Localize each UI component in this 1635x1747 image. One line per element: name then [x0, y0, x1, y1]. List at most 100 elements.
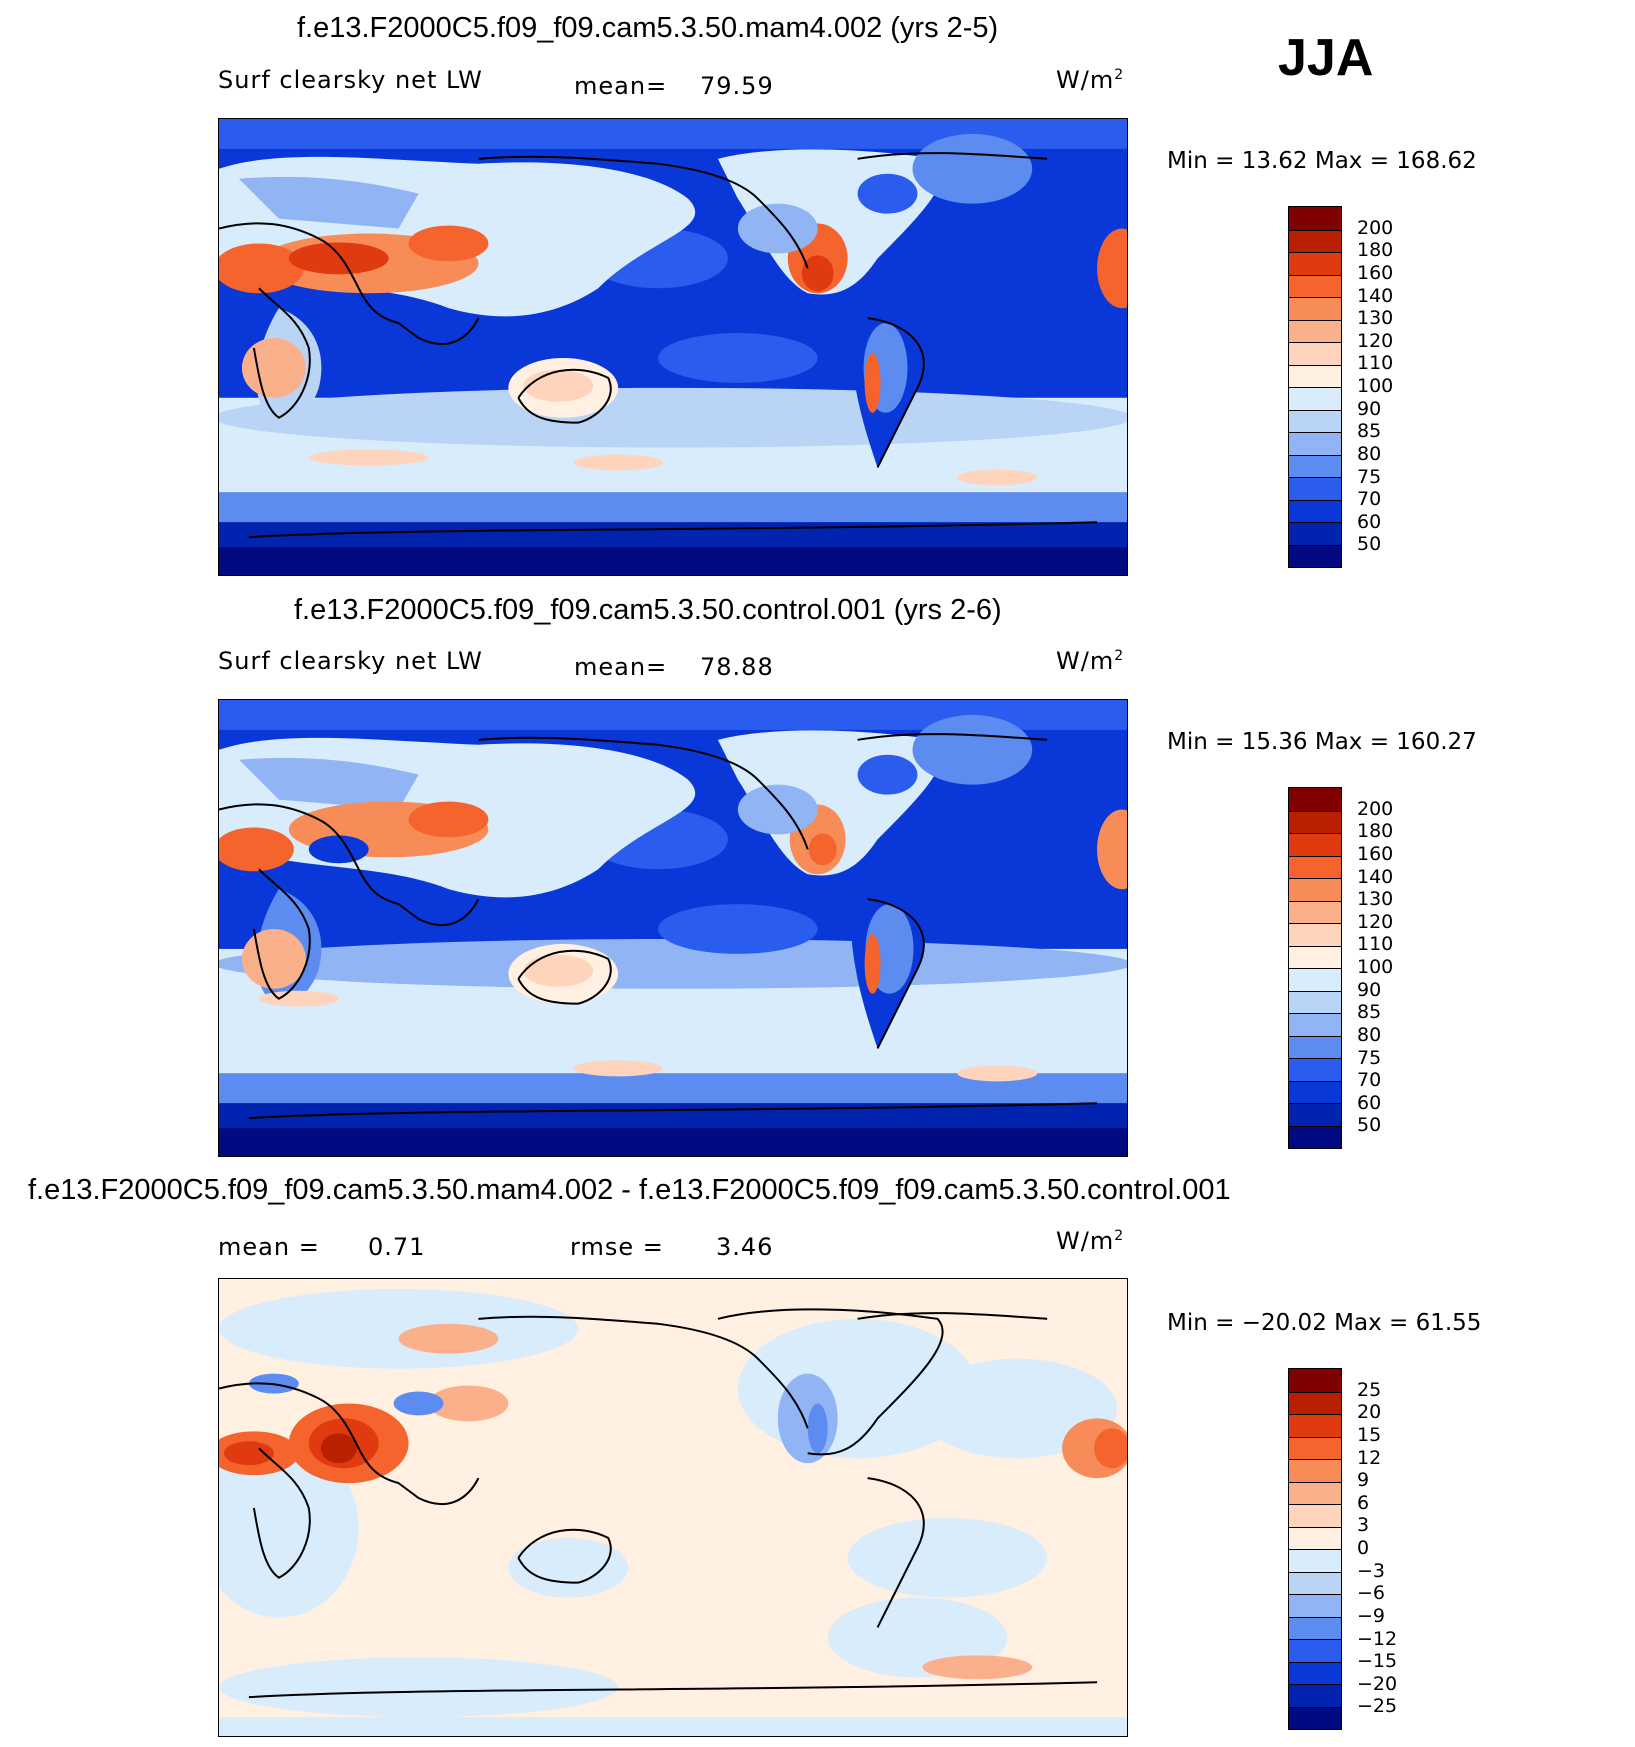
- colorbar-swatch: [1289, 1459, 1341, 1482]
- colorbar-tick-label: 50: [1357, 533, 1382, 556]
- colorbar-tick-label: 160: [1357, 261, 1394, 284]
- min-max-readout: Min = 13.62 Max = 168.62: [1167, 148, 1477, 174]
- colorbar-tick-label: 3: [1357, 1514, 1370, 1537]
- colorbar-swatch: [1289, 1369, 1341, 1392]
- colorbar-swatch: [1289, 833, 1341, 856]
- colorbar-tick-label: 85: [1357, 420, 1382, 443]
- colorbar-tick-label: −20: [1357, 1672, 1398, 1695]
- units-label: W/m2: [1056, 66, 1125, 94]
- colorbar-tick-label: 180: [1357, 820, 1394, 843]
- colorbar-tick-label: 200: [1357, 797, 1394, 820]
- mean-label: mean=: [574, 653, 668, 681]
- colorbar-swatch: [1289, 477, 1341, 500]
- colorbar-swatch: [1289, 1035, 1341, 1058]
- colorbar-tick-label: 25: [1357, 1378, 1382, 1401]
- colorbar-swatch: [1289, 810, 1341, 833]
- colorbar-swatch: [1289, 499, 1341, 522]
- colorbar-tick-label: 0: [1357, 1537, 1370, 1559]
- colorbar-tick-label: 60: [1357, 1091, 1382, 1114]
- colorbar-swatch: [1289, 878, 1341, 901]
- colorbar-swatch: [1289, 788, 1341, 811]
- colorbar-swatch: [1289, 387, 1341, 410]
- mean-value: 79.59: [700, 72, 774, 100]
- rmse-value: 3.46: [716, 1233, 774, 1261]
- colorbar-swatch: [1289, 900, 1341, 923]
- colorbar-tick-label: −6: [1357, 1582, 1386, 1605]
- colorbar-swatch: [1289, 1684, 1341, 1707]
- colorbar-tick-label: 110: [1357, 352, 1394, 375]
- colorbar-swatch: [1289, 1436, 1341, 1459]
- colorbar: [1288, 787, 1342, 1149]
- colorbar-tick-label: 100: [1357, 375, 1394, 397]
- colorbar-tick-label: 120: [1357, 329, 1394, 352]
- rmse-label: rmse =: [570, 1233, 664, 1261]
- colorbar-tick-label: 12: [1357, 1446, 1382, 1469]
- colorbar-tick-label: 180: [1357, 239, 1394, 262]
- mean-label: mean=: [574, 72, 668, 100]
- colorbar-tick-label: 100: [1357, 956, 1394, 978]
- colorbar-tick-label: 80: [1357, 1023, 1382, 1046]
- colorbar-tick-label: 130: [1357, 307, 1394, 330]
- colorbar-swatch: [1289, 364, 1341, 387]
- colorbar-swatch: [1289, 1391, 1341, 1414]
- colorbar-swatch: [1289, 297, 1341, 320]
- mean-value: 78.88: [700, 653, 774, 681]
- colorbar-swatch: [1289, 1481, 1341, 1504]
- colorbar-swatch: [1289, 1594, 1341, 1617]
- colorbar-tick-label: 90: [1357, 978, 1382, 1001]
- season-label: JJA: [1278, 29, 1374, 87]
- colorbar: [1288, 1368, 1342, 1730]
- panel-title: f.e13.F2000C5.f09_f09.cam5.3.50.mam4.002…: [297, 12, 999, 44]
- colorbar-swatch: [1289, 522, 1341, 545]
- colorbar-swatch: [1289, 342, 1341, 365]
- map-difference: [218, 1278, 1128, 1737]
- colorbar-swatch: [1289, 990, 1341, 1013]
- colorbar-tick-label: 20: [1357, 1401, 1382, 1424]
- colorbar-tick-label: −9: [1357, 1604, 1386, 1627]
- colorbar-swatch: [1289, 229, 1341, 252]
- colorbar-tick-label: 140: [1357, 284, 1394, 307]
- colorbar-tick-label: 120: [1357, 910, 1394, 933]
- colorbar-tick-label: 90: [1357, 397, 1382, 420]
- colorbar-swatch: [1289, 1616, 1341, 1639]
- colorbar-swatch: [1289, 454, 1341, 477]
- colorbar-tick-label: 160: [1357, 842, 1394, 865]
- colorbar-tick-label: 80: [1357, 442, 1382, 465]
- map-mam4: [218, 118, 1128, 576]
- colorbar-swatch: [1289, 1661, 1341, 1684]
- mean-label: mean =: [218, 1233, 320, 1261]
- colorbar-swatch: [1289, 1013, 1341, 1036]
- colorbar-tick-label: 200: [1357, 216, 1394, 239]
- colorbar-swatch: [1289, 207, 1341, 230]
- colorbar-swatch: [1289, 1639, 1341, 1662]
- colorbar-swatch: [1289, 1125, 1341, 1148]
- colorbar-tick-label: −3: [1357, 1559, 1386, 1582]
- map-control: [218, 699, 1128, 1157]
- colorbar-swatch: [1289, 1103, 1341, 1126]
- colorbar-swatch: [1289, 1080, 1341, 1103]
- colorbar-swatch: [1289, 945, 1341, 968]
- colorbar-swatch: [1289, 252, 1341, 275]
- colorbar-tick-label: 50: [1357, 1114, 1382, 1137]
- units-label: W/m2: [1056, 647, 1125, 675]
- colorbar-swatch: [1289, 432, 1341, 455]
- panel-title: f.e13.F2000C5.f09_f09.cam5.3.50.mam4.002…: [28, 1174, 1231, 1206]
- colorbar-swatch: [1289, 1549, 1341, 1572]
- colorbar-tick-label: 75: [1357, 465, 1382, 488]
- colorbar-tick-label: 60: [1357, 510, 1382, 533]
- colorbar-swatch: [1289, 968, 1341, 991]
- colorbar-swatch: [1289, 1414, 1341, 1437]
- colorbar-swatch: [1289, 923, 1341, 946]
- colorbar-tick-label: 70: [1357, 488, 1382, 511]
- colorbar-swatch: [1289, 319, 1341, 342]
- variable-label: Surf clearsky net LW: [218, 647, 483, 675]
- mean-value: 0.71: [368, 1233, 426, 1261]
- colorbar: [1288, 206, 1342, 568]
- units-label: W/m2: [1056, 1227, 1125, 1255]
- colorbar-tick-label: 110: [1357, 933, 1394, 956]
- colorbar-tick-label: 140: [1357, 865, 1394, 888]
- panel-title: f.e13.F2000C5.f09_f09.cam5.3.50.control.…: [294, 594, 1002, 626]
- colorbar-swatch: [1289, 1526, 1341, 1549]
- colorbar-tick-label: 85: [1357, 1001, 1382, 1024]
- colorbar-swatch: [1289, 1504, 1341, 1527]
